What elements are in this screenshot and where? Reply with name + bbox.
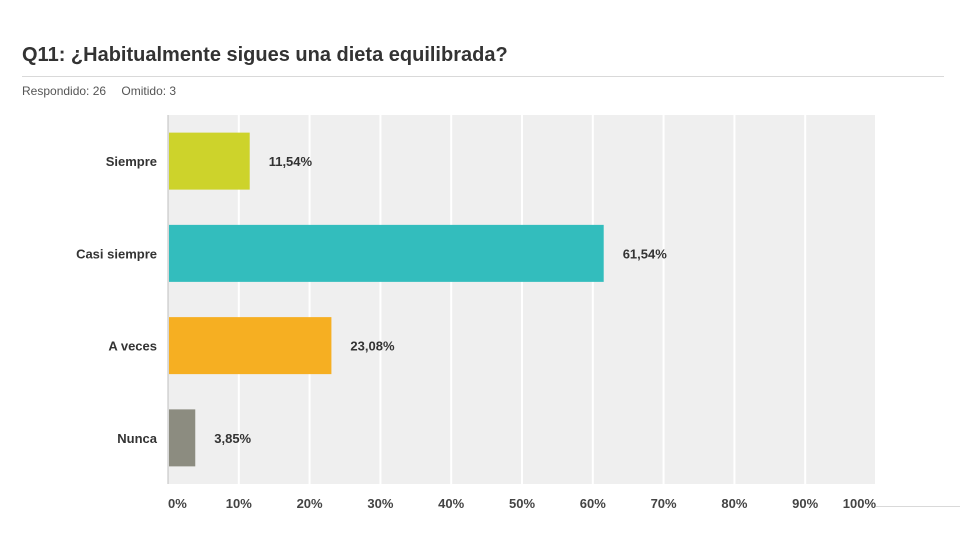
- x-tick-label: 50%: [509, 496, 535, 511]
- value-labels: 11,54% 61,54% 23,08% 3,85%: [214, 154, 667, 446]
- x-tick-label: 30%: [367, 496, 393, 511]
- value-label: 61,54%: [623, 246, 668, 261]
- value-label: 11,54%: [269, 154, 313, 169]
- value-label: 3,85%: [214, 431, 251, 446]
- category-label: Nunca: [117, 431, 158, 446]
- question-title: Q11: ¿Habitualmente sigues una dieta equ…: [22, 44, 508, 66]
- bar-nunca: [169, 409, 196, 467]
- bottom-divider: [876, 506, 960, 507]
- bars: [169, 132, 604, 467]
- category-label: A veces: [108, 339, 157, 354]
- x-tick-label: 0%: [168, 496, 187, 511]
- x-tick-label: 90%: [792, 496, 818, 511]
- x-axis-ticks: 0% 10% 20% 30% 40% 50% 60% 70% 80% 90% 100%: [168, 496, 876, 511]
- category-labels: Siempre Casi siempre A veces Nunca: [76, 154, 158, 446]
- bar-casi-siempre: [169, 224, 604, 282]
- answered-count: Respondido: 26: [22, 84, 107, 98]
- x-tick-label: 10%: [226, 496, 252, 511]
- title-divider: [22, 76, 944, 77]
- x-tick-label: 80%: [721, 496, 747, 511]
- x-tick-label: 60%: [580, 496, 606, 511]
- category-label: Casi siempre: [76, 246, 157, 261]
- skipped-count: Omitido: 3: [121, 84, 177, 98]
- x-tick-label: 40%: [438, 496, 464, 511]
- category-label: Siempre: [106, 154, 157, 169]
- gridlines: [167, 115, 877, 484]
- bar-a-veces: [169, 317, 332, 375]
- x-tick-label: 20%: [297, 496, 323, 511]
- response-summary: Respondido: 26 Omitido: 3: [22, 84, 176, 98]
- bar-siempre: [169, 132, 250, 190]
- value-label: 23,08%: [350, 339, 395, 354]
- x-tick-label: 70%: [651, 496, 677, 511]
- x-tick-label: 100%: [843, 496, 877, 511]
